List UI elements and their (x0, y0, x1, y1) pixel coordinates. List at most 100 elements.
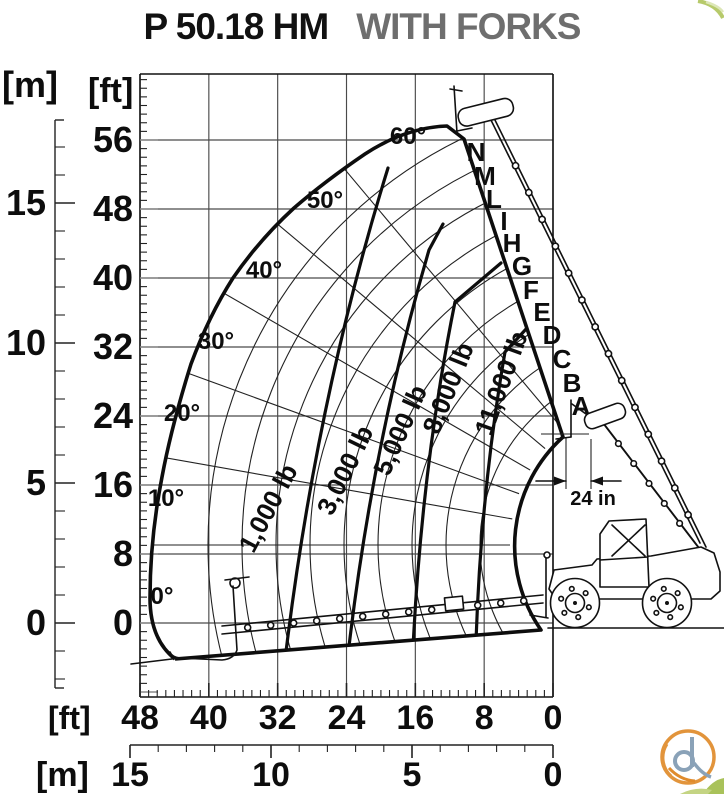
boom-hole (266, 621, 275, 630)
extension-letter: G (512, 251, 532, 281)
top-right-leaf-highlight (705, 0, 724, 13)
extension-letter: F (523, 275, 539, 305)
machine-model: P 50.18 HM (143, 6, 329, 47)
boom-angle-label: 20° (164, 400, 200, 427)
wheel-bolt (653, 609, 660, 616)
boom-art-raised-retracted (555, 399, 704, 554)
boom-hole (630, 459, 638, 468)
boom-art-horizontal (130, 576, 544, 665)
front-fork-piece (529, 551, 551, 619)
boom-hole (591, 322, 600, 331)
wheel-bolt (650, 595, 657, 602)
logo-orange-tail (667, 766, 696, 783)
extension-arcs-and-radials (150, 126, 563, 659)
boom-angle-label: 40° (246, 257, 282, 284)
extension-letter: B (563, 368, 582, 398)
x-ft-tick-label: 40 (190, 699, 228, 737)
load-envelope-outline (148, 124, 565, 661)
x-m-tick-label: 10 (252, 756, 290, 794)
boom-hole (670, 484, 679, 492)
extension-letter: N (467, 137, 486, 167)
wheel-bolt (674, 590, 681, 597)
boom-angle-radial (150, 453, 513, 520)
wheel-bolt (558, 595, 565, 602)
x-ft-tick-label: 48 (121, 699, 159, 737)
fork-upright-and-heel (169, 585, 238, 661)
fork-at-ground (130, 576, 250, 665)
boom0-rail-top (221, 594, 544, 627)
bottom-right-leaf-2 (680, 788, 712, 794)
x-ft-tick-label: 24 (328, 699, 366, 737)
extension-letter: L (486, 184, 502, 214)
boom-angle-label: 0° (151, 583, 174, 610)
x-ft-tick-label: 16 (396, 699, 434, 737)
boom-hole (524, 188, 533, 197)
logo-glyph-bowl (673, 750, 695, 772)
fork-toe (130, 657, 181, 665)
extension-letter: D (543, 320, 562, 350)
front-fork-pin (543, 551, 551, 559)
dim-arrowhead-left (554, 476, 566, 486)
boomB-holes (614, 440, 684, 528)
x-m-tick-label: 15 (111, 756, 149, 794)
wheel-bolt (660, 585, 667, 592)
telehandler-machine (529, 518, 724, 629)
machine-variant: WITH FORKS (356, 6, 581, 47)
boom-hole (660, 499, 668, 508)
capacity-fan (150, 126, 563, 659)
boom-angle-radial (166, 364, 520, 495)
wheel-bolt (575, 614, 582, 621)
boom-angle-label: 50° (307, 187, 343, 214)
x-m-tick-label: 0 (544, 756, 563, 794)
left-ft-unit: [ft] (88, 72, 133, 110)
y-ft-tick-label: 0 (113, 602, 133, 643)
machine-cab (599, 518, 650, 588)
wheel-bolt (561, 609, 568, 616)
bottom-m-unit: [m] (36, 756, 89, 794)
axis-numbers: 56 48 40 32 24 16 8 0 15 10 5 0 48 40 32 24 16 8 0 15 10 5 0 (6, 119, 563, 794)
boom-hole (564, 269, 573, 278)
wheel-bolt (677, 604, 684, 611)
y-ft-tick-label: 8 (113, 533, 133, 574)
cab-window-line-2 (611, 524, 646, 557)
boom-hole (645, 479, 653, 488)
corner-accents-and-logo (660, 0, 724, 794)
wheels (549, 577, 693, 629)
y-m-tick-label: 0 (26, 602, 46, 643)
wheel-bolt (582, 590, 589, 597)
boom-hole (519, 597, 528, 605)
wheel-center (665, 601, 669, 605)
boom-hole (381, 610, 390, 618)
fork-offset-dimension: 24 in (535, 437, 622, 510)
boom-hole (511, 161, 520, 170)
boom-hole (358, 612, 367, 621)
extension-letter: H (503, 228, 522, 258)
crane-network-logo (660, 729, 716, 785)
boom-angle-label: 60° (390, 123, 426, 150)
extension-arc (207, 126, 563, 659)
fork-backrest (224, 576, 250, 581)
y-m-tick-label: 10 (6, 322, 46, 363)
boom-hole (243, 623, 252, 632)
y-ft-tick-label: 40 (93, 257, 133, 298)
top-carriage-body (457, 97, 515, 127)
left-m-unit: [m] (2, 64, 58, 105)
ruler-ticks (54, 79, 554, 758)
bottom-ft-unit: [ft] (48, 700, 91, 736)
extension-letter: E (533, 297, 550, 327)
y-ft-tick-label: 32 (93, 326, 133, 367)
mid-carriage-body (583, 402, 627, 430)
boom-art-raised-extended (449, 85, 707, 548)
extension-letter: I (500, 206, 507, 236)
boom-angle-label: 10° (148, 485, 184, 512)
boom-hole (312, 617, 321, 625)
top-fork-toe (456, 127, 473, 132)
boomA-rail-right (492, 115, 707, 548)
dim-arrowhead-right (591, 476, 603, 486)
boom0-slide-block (443, 595, 465, 612)
logo-crescent (661, 743, 673, 778)
wheel-center (573, 601, 577, 605)
boom-hole (427, 605, 436, 614)
y-ft-tick-label: 48 (93, 188, 133, 229)
